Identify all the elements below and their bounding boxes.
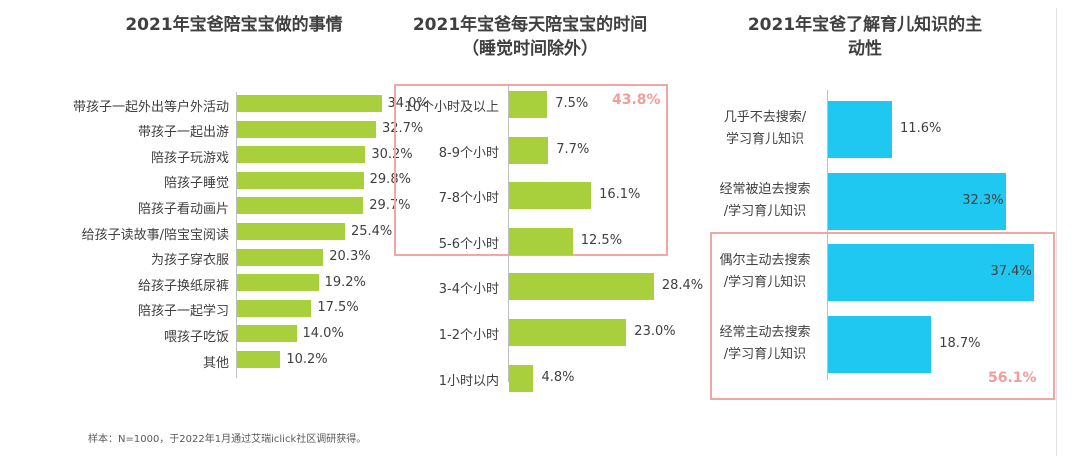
- daily-time-bar: [509, 182, 592, 210]
- knowledge-bar: [828, 101, 893, 158]
- knowledge-category-label-line2: 学习育儿知识: [725, 132, 804, 147]
- knowledge-category-label-line2: /学习育儿知识: [723, 275, 807, 291]
- daily-time-value-label: 28.4%: [661, 278, 704, 294]
- knowledge-value-label: 18.7%: [939, 336, 981, 352]
- activity-value-label: 30.2%: [371, 146, 413, 162]
- chart-knowledge-title: 2021年宝爸了解育儿知识的主: [747, 15, 983, 35]
- chart-daily-time-highlight-total: 43.8%: [612, 92, 661, 108]
- daily-time-category-label: 3-4个小时: [438, 282, 499, 298]
- activity-value-label: 10.2%: [286, 351, 328, 367]
- activity-value-label: 14.0%: [302, 325, 344, 341]
- activity-value-label: 20.3%: [329, 249, 371, 265]
- activity-bar: [237, 171, 364, 189]
- daily-time-category-label: 8-9个小时: [438, 145, 499, 161]
- daily-time-bar: [509, 136, 549, 164]
- knowledge-category-label-line1: 偶尔主动去搜索: [719, 253, 811, 269]
- knowledge-category-label-line1: 经常主动去搜索: [719, 325, 811, 341]
- chart-daily-time-axis: [508, 86, 509, 382]
- knowledge-category-label-line1: 经常被迫去搜索: [719, 181, 811, 197]
- daily-time-bar: [509, 319, 627, 346]
- chart-activities-axis: [236, 92, 237, 378]
- knowledge-value-label: 32.3%: [962, 192, 1004, 208]
- chart-knowledge-axis: [827, 90, 828, 380]
- activity-bar: [237, 197, 364, 215]
- knowledge-bar: [828, 244, 1035, 302]
- footnote: 样本：N=1000，于2022年1月通过艾瑞iclick社区调研获得。: [88, 434, 367, 445]
- knowledge-category-label: 几乎不去搜索/学习育儿知识: [706, 107, 824, 151]
- activity-value-label: 32.7%: [381, 121, 424, 137]
- knowledge-bar: [828, 316, 932, 374]
- activity-value-label: 29.8%: [369, 172, 411, 188]
- activity-bar: [237, 248, 324, 266]
- activity-category-label: 陪孩子睡觉: [163, 176, 229, 192]
- activity-category-label: 其他: [202, 355, 229, 371]
- daily-time-bar: [509, 227, 573, 255]
- chart-daily-time-title: 2021年宝爸每天陪宝宝的时间: [412, 15, 648, 35]
- activity-category-label: 给孩子换纸尿裤: [137, 278, 229, 294]
- activity-value-label: 34.0%: [387, 95, 429, 111]
- knowledge-category-label: 经常被迫去搜索/学习育儿知识: [706, 179, 824, 223]
- activity-bar: [237, 223, 345, 240]
- knowledge-value-label: 37.4%: [990, 264, 1032, 280]
- chart-knowledge-title-line2: 动性: [848, 39, 882, 59]
- activity-category-label: 带孩子一起外出等户外活动: [72, 99, 229, 115]
- daily-time-category-label: 1-2个小时: [438, 328, 499, 343]
- activity-bar: [237, 146, 366, 164]
- activity-bar: [237, 120, 376, 138]
- daily-time-category-label: 1小时以内: [438, 373, 499, 389]
- daily-time-bar: [509, 91, 548, 118]
- activity-category-label: 喂孩子吃饭: [163, 329, 229, 345]
- chart-activities-title: 2021年宝爸陪宝宝做的事情: [125, 15, 343, 35]
- activity-bar: [237, 274, 319, 292]
- page-right-divider: [1056, 8, 1057, 456]
- knowledge-category-label: 经常主动去搜索/学习育儿知识: [706, 322, 824, 366]
- chart-daily-time-subtitle: （睡觉时间除外）: [462, 39, 598, 59]
- activity-bar: [237, 299, 312, 317]
- knowledge-category-label-line2: /学习育儿知识: [723, 203, 807, 219]
- activity-value-label: 19.2%: [324, 274, 366, 290]
- daily-time-value-label: 4.8%: [541, 369, 575, 385]
- daily-time-value-label: 7.7%: [556, 141, 590, 157]
- chart-knowledge-highlight-total: 56.1%: [988, 370, 1037, 386]
- activity-category-label: 带孩子一起出游: [137, 125, 229, 141]
- activity-category-label: 陪孩子看动画片: [137, 201, 229, 217]
- activity-category-label: 陪孩子一起学习: [137, 304, 229, 320]
- daily-time-value-label: 12.5%: [580, 232, 623, 248]
- knowledge-bar: [828, 172, 1007, 230]
- knowledge-category-label: 偶尔主动去搜索/学习育儿知识: [706, 250, 824, 294]
- activity-bar: [237, 325, 297, 343]
- chart-daily-time-highlight-box: [394, 84, 668, 256]
- daily-time-value-label: 16.1%: [599, 187, 641, 203]
- activity-bar: [237, 95, 382, 112]
- daily-time-category-label: 10个小时及以上: [404, 100, 499, 115]
- chart-knowledge-highlight-box: [710, 232, 1055, 400]
- activity-value-label: 25.4%: [350, 223, 393, 239]
- daily-time-value-label: 23.0%: [634, 324, 676, 339]
- daily-time-bar: [509, 273, 654, 301]
- activity-value-label: 17.5%: [317, 300, 359, 316]
- activity-category-label: 给孩子读故事/陪宝宝阅读: [81, 227, 229, 243]
- activity-category-label: 为孩子穿衣服: [150, 253, 229, 269]
- activity-value-label: 29.7%: [369, 197, 411, 213]
- activity-category-label: 陪孩子玩游戏: [150, 150, 229, 166]
- daily-time-category-label: 5-6个小时: [438, 236, 499, 252]
- knowledge-value-label: 11.6%: [900, 121, 942, 136]
- daily-time-category-label: 7-8个小时: [438, 191, 499, 207]
- knowledge-category-label-line1: 几乎不去搜索/: [723, 110, 807, 125]
- daily-time-value-label: 7.5%: [555, 96, 589, 111]
- daily-time-bar: [509, 364, 534, 392]
- knowledge-category-label-line2: /学习育儿知识: [723, 347, 807, 363]
- activity-bar: [237, 351, 281, 368]
